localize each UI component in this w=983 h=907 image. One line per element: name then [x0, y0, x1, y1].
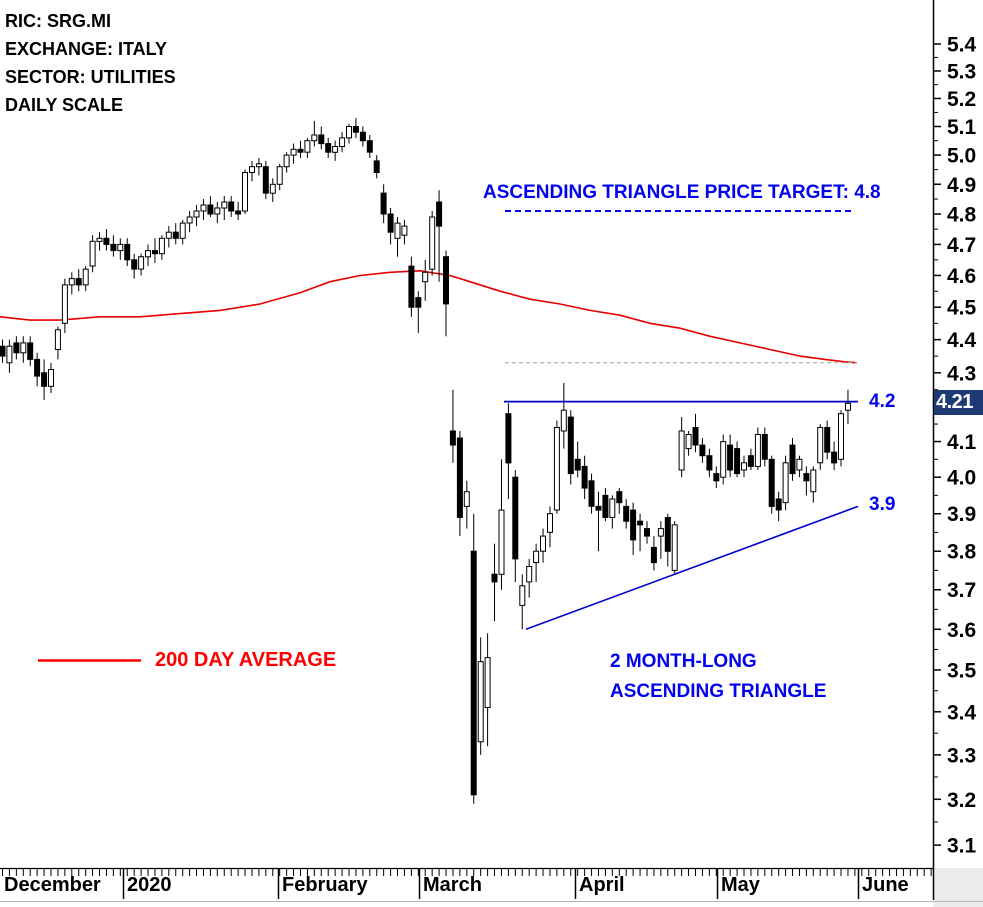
y-axis-tick-label: 3.4: [947, 701, 977, 724]
header-scale: DAILY SCALE: [5, 95, 124, 115]
y-axis-tick-label: 4.6: [947, 265, 976, 288]
y-axis-tick-label: 5.3: [947, 60, 976, 83]
y-axis-tick-label: 4.4: [947, 329, 977, 352]
y-axis-tick-label: 3.3: [947, 744, 976, 767]
last-price-badge: 4.21: [934, 390, 983, 415]
y-axis-tick-label: 4.0: [947, 467, 976, 490]
chart-header: RIC: SRG.MI EXCHANGE: ITALY SECTOR: UTIL…: [5, 7, 176, 119]
header-sector: SECTOR: UTILITIES: [5, 67, 176, 87]
resistance-level-label: 4.2: [869, 391, 896, 412]
y-axis-tick-label: 3.9: [947, 503, 976, 526]
ma-200-line: [0, 269, 858, 364]
y-axis-tick-label: 3.7: [947, 579, 976, 602]
month-label: March: [423, 874, 482, 896]
y-axis-tick-label: 5.1: [947, 116, 977, 139]
y-axis-tick-label: 3.5: [947, 659, 977, 682]
header-exchange: EXCHANGE: ITALY: [5, 39, 168, 59]
y-axis-tick-label: 5.4: [947, 34, 977, 57]
triangle-trendline: [525, 505, 859, 631]
month-label: February: [282, 874, 368, 896]
y-axis-tick-label: 3.2: [947, 789, 976, 812]
month-label: December: [4, 874, 101, 896]
candlesticks: [0, 118, 851, 804]
y-axis-tick-label: 4.8: [947, 204, 977, 227]
ma-legend-label: 200 DAY AVERAGE: [155, 649, 337, 671]
y-axis-tick-label: 3.1: [947, 835, 977, 858]
month-label: April: [579, 874, 625, 896]
y-axis-tick-label: 5.2: [947, 88, 976, 111]
axis-corner: [933, 868, 983, 907]
y-axis-tick-label: 3.8: [947, 541, 977, 564]
x-axis-daily-ticks: [2, 869, 932, 876]
y-axis-tick-label: 4.9: [947, 174, 976, 197]
y-axis-tick-label: 4.1: [947, 431, 977, 454]
pattern-annotation-line2: ASCENDING TRIANGLE: [610, 681, 827, 702]
price-target-label: ASCENDING TRIANGLE PRICE TARGET: 4.8: [483, 182, 881, 203]
y-axis-tick-label: 4.7: [947, 234, 976, 257]
y-axis-tick-label: 4.3: [947, 362, 976, 385]
y-axis-tick-label: 5.0: [947, 145, 976, 168]
header-ric: RIC: SRG.MI: [5, 11, 111, 31]
month-label: 2020: [127, 874, 172, 896]
month-label: June: [862, 874, 909, 896]
support-level-label: 3.9: [869, 494, 896, 515]
pattern-annotation: 2 MONTH-LONG ASCENDING TRIANGLE: [610, 647, 826, 707]
y-axis-tick-label: 3.6: [947, 619, 976, 642]
y-axis-tick-label: 4.5: [947, 297, 977, 320]
month-label: May: [721, 874, 760, 896]
pattern-annotation-line1: 2 MONTH-LONG: [610, 651, 757, 672]
